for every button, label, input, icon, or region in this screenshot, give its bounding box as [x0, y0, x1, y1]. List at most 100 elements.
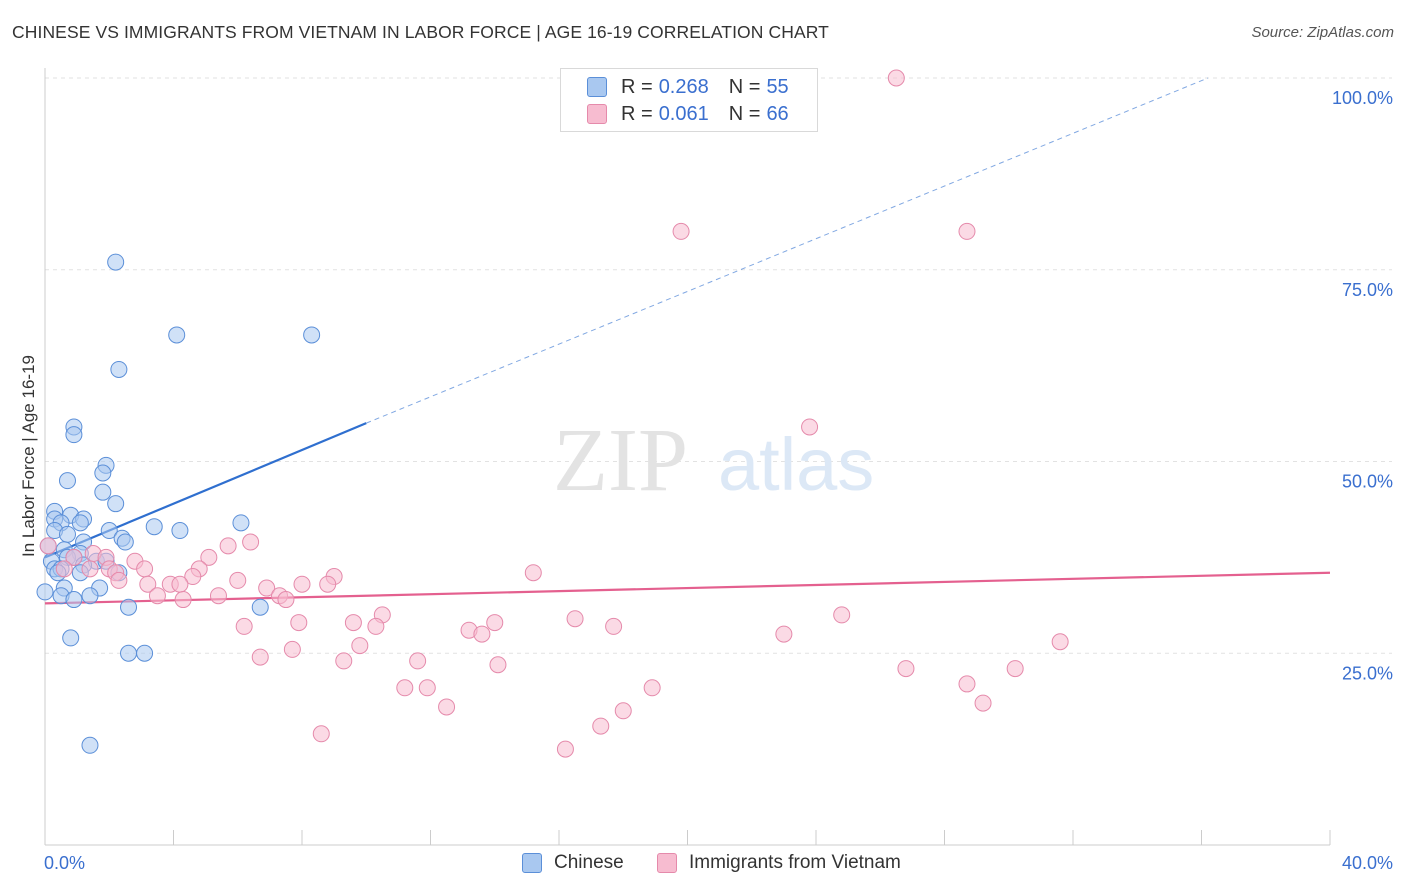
vietnam-point [55, 560, 73, 578]
n-label: N = [728, 75, 761, 98]
vietnam-point [887, 69, 905, 87]
r-value: 0.268 [658, 75, 709, 98]
vietnam-point [833, 606, 851, 624]
vietnam-point [219, 537, 237, 555]
chinese-trend-line [44, 422, 367, 559]
x-tick-labels: 0.0% 40.0% [44, 853, 1393, 873]
grid-lines [45, 77, 1392, 654]
vietnam-swatch [587, 104, 607, 124]
vietnam-point [1006, 660, 1024, 678]
vietnam-point [174, 591, 192, 609]
vietnam-point [605, 617, 623, 635]
chinese-point [58, 525, 76, 543]
vietnam-point [897, 660, 915, 678]
chinese-point [171, 522, 189, 540]
chinese-point [168, 326, 186, 344]
vietnam-point [974, 694, 992, 712]
vietnam-point [614, 702, 632, 720]
y-axis-title: In Labor Force | Age 16-19 [19, 355, 38, 557]
vietnam-point [184, 568, 202, 586]
vietnam-point [251, 648, 269, 666]
chinese-point [110, 360, 128, 378]
axes [44, 68, 1331, 846]
watermark-atlas: atlas [718, 423, 874, 506]
vietnam-point [489, 656, 507, 674]
vietnam-point [209, 587, 227, 605]
vietnam-point [200, 548, 218, 566]
vietnam-point [277, 591, 295, 609]
vietnam-point [473, 625, 491, 643]
r-label: R = [621, 75, 653, 98]
vietnam-point [556, 740, 574, 758]
chinese-point [116, 533, 134, 551]
vietnam-point [110, 571, 128, 589]
legend-row-vietnam: R = 0.061 N = 66 [587, 101, 789, 127]
chinese-point [303, 326, 321, 344]
vietnam-point [283, 640, 301, 658]
vietnam-point [367, 617, 385, 635]
vietnam-point [229, 571, 247, 589]
vietnam-point [235, 617, 253, 635]
vietnam-point [592, 717, 610, 735]
vietnam-point [290, 614, 308, 632]
chinese-trend-extension [366, 77, 1209, 424]
chinese-point [232, 514, 250, 532]
chinese-point [94, 464, 112, 482]
chinese-point [71, 514, 89, 532]
trend-lines [44, 77, 1331, 605]
r-value: 0.061 [658, 102, 709, 125]
chinese-point [100, 522, 118, 540]
vietnam-point [312, 725, 330, 743]
vietnam-point [65, 548, 83, 566]
vietnam-point [39, 537, 57, 555]
chinese-point [120, 644, 138, 662]
vietnam-point [319, 575, 337, 593]
x-tick-label: 40.0% [1342, 853, 1393, 873]
chinese-point [81, 587, 99, 605]
chinese-point [145, 518, 163, 536]
chinese-swatch [587, 77, 607, 97]
vietnam-point [672, 222, 690, 240]
chinese-point [251, 598, 269, 616]
chinese-point [107, 253, 125, 271]
vietnam-point [293, 575, 311, 593]
chinese-point [65, 426, 83, 444]
x-tick-label: 0.0% [44, 853, 85, 873]
chinese-point [94, 483, 112, 501]
vietnam-point [396, 679, 414, 697]
data-points [36, 69, 1069, 758]
chinese-point [62, 629, 80, 647]
vietnam-point [775, 625, 793, 643]
chinese-point [107, 495, 125, 513]
vietnam-trend-line [44, 571, 1331, 605]
vietnam-swatch [657, 853, 677, 873]
vietnam-point [148, 587, 166, 605]
vietnam-point [139, 575, 157, 593]
vietnam-point [958, 675, 976, 693]
vietnam-point [524, 564, 542, 582]
vietnam-point [643, 679, 661, 697]
vietnam-point [136, 560, 154, 578]
vietnam-point [566, 610, 584, 628]
vietnam-point [486, 614, 504, 632]
legend-label-chinese: Chinese [554, 852, 624, 873]
vietnam-point [242, 533, 260, 551]
source-label: Source: ZipAtlas.com [1251, 24, 1394, 41]
y-tick-labels: 25.0% 50.0% 75.0% 100.0% [1332, 88, 1393, 683]
chinese-point [136, 644, 154, 662]
vietnam-point [335, 652, 353, 670]
n-value: 66 [766, 102, 789, 125]
r-label: R = [621, 102, 653, 125]
watermark: ZIP atlas [553, 411, 874, 510]
vietnam-point [418, 679, 436, 697]
legend-item-chinese[interactable]: Chinese [522, 852, 624, 874]
legend-item-vietnam[interactable]: Immigrants from Vietnam [657, 852, 901, 874]
legend-label-vietnam: Immigrants from Vietnam [689, 852, 901, 873]
vietnam-point [351, 637, 369, 655]
stats-legend: R = 0.268 N = 55 R = 0.061 N = 66 [560, 68, 818, 132]
chinese-swatch [522, 853, 542, 873]
vietnam-point [801, 418, 819, 436]
chinese-point [36, 583, 54, 601]
vietnam-point [258, 579, 276, 597]
watermark-zip: ZIP [553, 411, 688, 510]
